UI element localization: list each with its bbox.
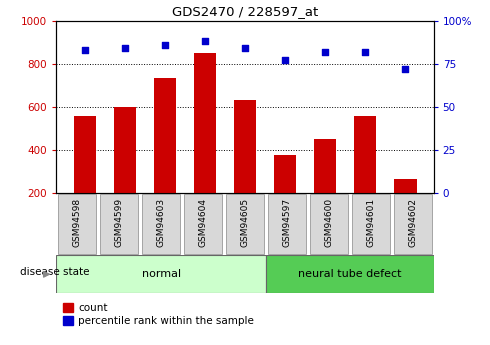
FancyBboxPatch shape: [268, 195, 306, 254]
Point: [321, 49, 329, 55]
Bar: [234, 100, 256, 193]
Text: neural tube defect: neural tube defect: [298, 269, 402, 279]
Legend: count, percentile rank within the sample: count, percentile rank within the sample: [62, 302, 255, 327]
Text: GSM94602: GSM94602: [408, 198, 417, 247]
Text: normal: normal: [142, 269, 181, 279]
Text: GSM94601: GSM94601: [366, 198, 375, 247]
Bar: [74, 116, 96, 193]
Point: [241, 46, 249, 51]
FancyBboxPatch shape: [226, 195, 264, 254]
Text: GSM94603: GSM94603: [157, 198, 166, 247]
Text: GSM94597: GSM94597: [282, 198, 292, 247]
Point: [121, 46, 128, 51]
Text: GSM94599: GSM94599: [115, 198, 124, 247]
FancyBboxPatch shape: [310, 195, 348, 254]
Bar: [194, 53, 216, 193]
Point: [362, 49, 369, 55]
Title: GDS2470 / 228597_at: GDS2470 / 228597_at: [172, 5, 318, 18]
FancyBboxPatch shape: [352, 195, 390, 254]
Bar: [274, 156, 296, 193]
FancyBboxPatch shape: [142, 195, 180, 254]
Text: GSM94600: GSM94600: [324, 198, 333, 247]
FancyBboxPatch shape: [184, 195, 222, 254]
FancyBboxPatch shape: [58, 195, 96, 254]
Text: GSM94598: GSM94598: [73, 198, 82, 247]
Point: [401, 66, 409, 72]
Text: GSM94604: GSM94604: [198, 198, 208, 247]
Bar: [354, 116, 376, 193]
Point: [161, 42, 169, 48]
Bar: [114, 107, 136, 193]
Point: [81, 47, 89, 53]
Point: [201, 39, 209, 44]
Bar: [154, 78, 176, 193]
Text: GSM94605: GSM94605: [241, 198, 249, 247]
FancyBboxPatch shape: [394, 195, 432, 254]
FancyBboxPatch shape: [100, 195, 138, 254]
Point: [281, 58, 289, 63]
Bar: [314, 139, 336, 193]
FancyBboxPatch shape: [56, 255, 266, 293]
FancyBboxPatch shape: [266, 255, 434, 293]
Bar: [394, 179, 416, 193]
Text: disease state: disease state: [20, 267, 89, 277]
